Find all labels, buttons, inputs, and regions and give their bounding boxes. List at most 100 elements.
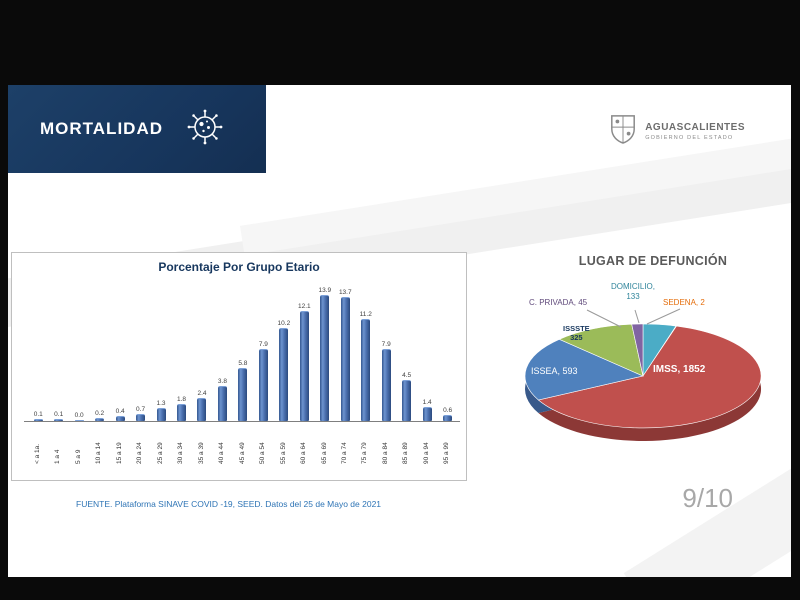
bar <box>443 414 453 421</box>
pie-slices <box>524 323 762 441</box>
bar-value-label: 3.8 <box>217 377 227 385</box>
slide: MORTALIDAD <box>8 85 791 577</box>
bar-value-label: 0.6 <box>443 406 453 414</box>
pie-svg <box>524 308 762 441</box>
bar-category-label: 55 a 59 <box>279 442 287 464</box>
leader-line-domicilio <box>634 309 640 324</box>
bar <box>217 385 227 421</box>
pie-stage: DOMICILIO, 133 SEDENA, 2 IMSS, 1852 ISSEA, 5… <box>505 268 791 504</box>
bar-value-label: 0.0 <box>74 411 84 419</box>
bar <box>197 398 207 421</box>
bar-value-label: 0.7 <box>136 405 146 413</box>
bar <box>422 407 432 421</box>
bar-item: 7.9 80 a 84 <box>376 281 396 464</box>
bar-category-label: 80 a 84 <box>381 442 389 464</box>
bar-category-label: 20 a 24 <box>136 442 144 464</box>
bar-category-label: 10 a 14 <box>95 442 103 464</box>
pie-chart-title: LUGAR DE DEFUNCIÓN <box>578 254 728 268</box>
bar-item: 12.1 60 a 64 <box>294 281 314 464</box>
bar-item: 7.9 50 a 54 <box>253 281 273 464</box>
bar-item: 1.4 90 a 94 <box>417 281 437 464</box>
bar <box>381 348 391 421</box>
bar <box>258 348 268 421</box>
leader-line-c-privada <box>586 309 622 328</box>
x-axis-line <box>24 421 460 422</box>
bar-value-label: 1.8 <box>176 395 187 403</box>
bar-category-label: 90 a 94 <box>422 442 430 464</box>
pie-label-imss: IMSS, 1852 <box>653 364 706 375</box>
bar-item: 4.5 85 a 89 <box>396 281 416 465</box>
bar-item: 0.7 20 a 24 <box>130 281 150 464</box>
bar <box>320 294 330 421</box>
leader-line-sedena <box>646 308 681 325</box>
bar-category-label: 40 a 44 <box>218 442 226 464</box>
bar-value-label: 12.1 <box>298 303 311 311</box>
pie-chart-panel: LUGAR DE DEFUNCIÓN DOMICILIO, 133 SEDENA, … <box>505 254 791 504</box>
bar-item: 0.1 < a 1a. <box>28 281 48 464</box>
bar-value-label: 13.7 <box>338 288 352 296</box>
bar-item: 2.4 35 a 39 <box>192 281 212 464</box>
logo-name: AGUASCALIENTES <box>645 122 745 133</box>
bar-item: 11.2 75 a 79 <box>356 281 376 464</box>
bar-value-label: 1.4 <box>422 399 432 407</box>
bar-value-label: 7.9 <box>381 340 391 348</box>
pie-slice <box>537 325 762 429</box>
pie-label-domicilio: DOMICILIO, 133 <box>610 282 655 301</box>
bar <box>238 367 248 421</box>
bar <box>299 311 309 421</box>
pie-slice <box>524 338 644 401</box>
bar-category-label: 25 a 29 <box>156 442 164 464</box>
bar <box>279 328 289 421</box>
bar-value-label: 1.3 <box>156 400 166 408</box>
bar <box>361 319 371 421</box>
bar-value-label: 5.8 <box>238 359 248 367</box>
bar-category-label: 75 a 79 <box>361 442 369 464</box>
pie-slice <box>558 323 644 377</box>
bar <box>74 419 84 421</box>
bar-value-label: 0.4 <box>115 408 125 416</box>
bar <box>95 418 105 421</box>
bar-category-label: 95 a 99 <box>443 442 451 464</box>
bar-item: 13.9 65 a 69 <box>315 281 335 464</box>
bar-category-label: 1 a 4 <box>54 449 62 464</box>
bar-chart-title: Porcentaje Por Grupo Etario <box>158 260 320 274</box>
bar-value-label: 10.2 <box>277 320 291 328</box>
bar-category-label: 50 a 54 <box>259 442 267 464</box>
bar <box>115 416 125 421</box>
bar-item: 0.2 10 a 14 <box>89 281 109 464</box>
pie-label-issea: ISSEA, 593 <box>531 366 578 376</box>
bar-category-label: 65 a 69 <box>320 442 328 464</box>
bar-item: 0.6 95 a 99 <box>437 281 457 464</box>
header-box: MORTALIDAD <box>8 85 266 173</box>
bar <box>33 419 43 421</box>
page-title: MORTALIDAD <box>40 119 163 138</box>
logo-subtitle: GOBIERNO DEL ESTADO <box>645 135 734 141</box>
bar-item: 3.8 40 a 44 <box>212 281 232 464</box>
bar-category-label: 30 a 34 <box>177 442 185 464</box>
bar-category-label: 70 a 74 <box>341 442 349 464</box>
bar-chart-panel: Porcentaje Por Grupo Etario 0.1 < a 1a. 0.… <box>11 252 467 481</box>
bar-item: 1.8 30 a 34 <box>171 281 191 464</box>
bar <box>177 403 186 421</box>
pie-slice <box>631 323 644 377</box>
bar-value-label: 0.1 <box>33 411 43 419</box>
pie-label-c-privada: C. PRIVADA, 45 <box>529 298 588 307</box>
bar-value-label: 0.1 <box>54 411 64 419</box>
bar-item: 0.0 5 a 9 <box>69 281 89 465</box>
page-indicator: 9/10 <box>682 483 733 513</box>
bar-category-label: 45 a 49 <box>238 442 246 464</box>
bar-plot: 0.1 < a 1a. 0.1 1 a 4 0.0 5 a 9 0.2 10 a 14 0.4 1… <box>28 281 458 464</box>
bar-category-label: 60 a 64 <box>300 442 308 464</box>
bar <box>402 379 412 421</box>
bar-category-label: 35 a 39 <box>197 442 205 464</box>
bar-item: 1.3 25 a 29 <box>151 281 171 464</box>
bar-item: 5.8 45 a 49 <box>233 281 253 464</box>
bar-item: 13.7 70 a 74 <box>335 281 355 464</box>
bar <box>136 413 146 421</box>
bar-value-label: 2.4 <box>197 390 207 398</box>
state-logo: AGUASCALIENTES GOBIERNO DEL ESTADO <box>609 113 745 150</box>
bar-category-label: 5 a 9 <box>74 449 82 464</box>
bar-value-label: 4.5 <box>402 371 412 379</box>
crest-icon <box>609 113 637 150</box>
